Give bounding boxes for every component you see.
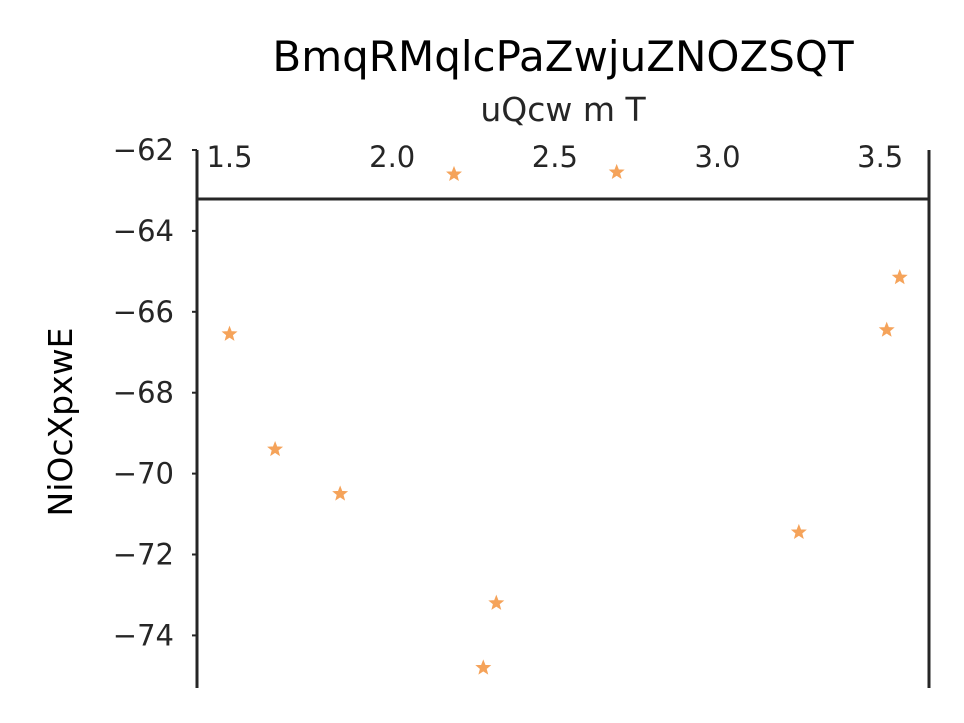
x-tick-label: 1.5 — [206, 140, 252, 174]
chart-title: BmqRMqlcPaZwjuZNOZSQT — [272, 32, 854, 81]
x-tick-label: 3.0 — [694, 140, 740, 174]
x-tick-label: 2.5 — [532, 140, 578, 174]
data-point-group — [221, 163, 908, 675]
data-point — [267, 440, 284, 457]
x-tick-group: 1.5 2.0 2.5 3.0 3.5 — [206, 140, 903, 174]
data-point — [488, 594, 505, 610]
data-point — [221, 325, 238, 341]
data-point — [475, 659, 492, 675]
x-axis-label: uQcw m T — [480, 90, 646, 129]
data-point — [446, 165, 462, 182]
y-tick-label: −70 — [113, 457, 174, 491]
y-tick-label: −66 — [113, 295, 174, 329]
y-tick-group: −62 −64 −66 −68 −70 −72 −74 — [113, 133, 197, 652]
data-point — [891, 269, 908, 285]
y-tick-label: −72 — [113, 538, 174, 572]
data-point — [878, 321, 895, 337]
y-axis-label: NiOcXpxwE — [41, 328, 80, 517]
data-point — [790, 523, 807, 540]
y-tick-label: −68 — [113, 376, 174, 410]
data-point — [332, 485, 349, 501]
y-tick-label: −64 — [113, 214, 174, 248]
y-tick-label: −74 — [113, 618, 174, 652]
x-tick-label: 2.0 — [369, 140, 415, 174]
data-point — [608, 163, 625, 180]
y-tick-label: −62 — [113, 133, 174, 167]
x-tick-label: 3.5 — [857, 140, 903, 174]
